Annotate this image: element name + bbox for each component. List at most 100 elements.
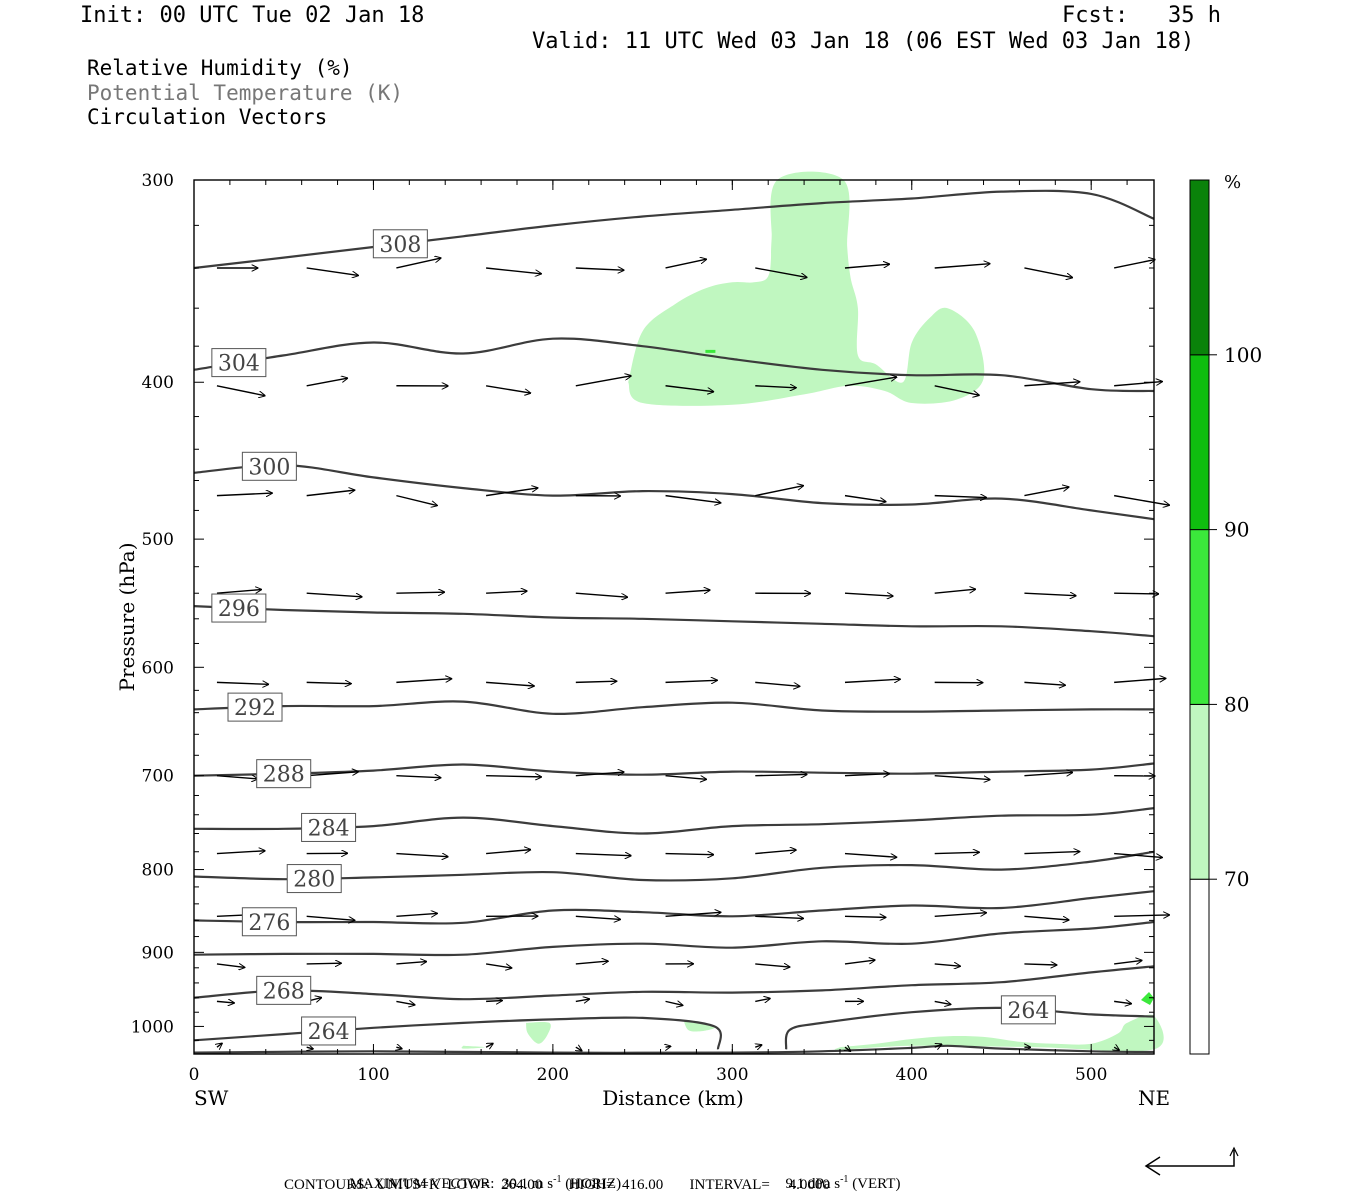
theta-contour-300 (193, 463, 1155, 521)
vector-arrow (217, 1043, 222, 1047)
theta-contour-260 (193, 1044, 1155, 1054)
forecast-hour: Fcst: 35 h (1062, 3, 1221, 28)
endpoint-right-label: NE (1138, 1086, 1170, 1110)
vector-arrow (306, 592, 362, 597)
colorbar-segment (1189, 179, 1210, 356)
vector-arrow (844, 593, 893, 596)
vector-arrow (216, 851, 265, 854)
vector-arrow (1114, 593, 1158, 594)
vector-arrow (755, 964, 790, 967)
vector-arrow (306, 772, 359, 777)
vector-arrow (665, 912, 721, 917)
max-horiz-unit: (HORIZ) (565, 1176, 622, 1192)
axes: 0 100 200 300 400 500 300 400 500 600 700 800 900 100… (115, 171, 1170, 1110)
max-vert-line: 9.1 dPa s-1 (VERT) (778, 1157, 901, 1193)
vector-arrow (486, 681, 534, 686)
vector-arrow (1024, 852, 1079, 854)
vector-arrow (486, 267, 541, 274)
vector-arrow (1024, 964, 1056, 965)
vector-arrow (575, 268, 624, 270)
rh-70-region-5 (834, 1014, 1164, 1052)
vector-arrow (396, 1001, 414, 1004)
contour-label-text: 276 (248, 911, 290, 936)
contour-label-box (211, 593, 267, 623)
vector-arrow (934, 1044, 942, 1047)
contour-label-box (1000, 995, 1056, 1025)
vector-arrow (396, 494, 437, 506)
vector-arrow (486, 591, 527, 593)
vector-arrow (934, 589, 976, 594)
vector-arrow (1024, 267, 1072, 278)
vector-arrow (755, 681, 799, 686)
vector-arrow (216, 776, 258, 779)
plot-frame (193, 179, 1155, 1055)
theta-contour-296 (193, 605, 1155, 638)
vector-arrow (575, 772, 624, 777)
vector-arrow (666, 1046, 671, 1047)
vector-arrow (396, 258, 440, 269)
vector-arrow (306, 963, 342, 964)
vert-exponent: -1 (840, 1174, 849, 1185)
max-vector-label: MAXIMUM VECTOR: (349, 1176, 495, 1192)
vector-arrow (1024, 593, 1076, 595)
vector-arrow (934, 1001, 951, 1004)
vector-arrow (307, 1047, 313, 1049)
vector-arrow (844, 377, 897, 387)
contour-label-text: 288 (263, 763, 305, 788)
contour-label-304: 304 (211, 348, 267, 378)
colorbar-segment (1189, 354, 1210, 531)
title-relative-humidity: Relative Humidity (%) (87, 56, 353, 80)
y-tick-label: 900 (142, 943, 174, 963)
vector-arrow (396, 962, 426, 964)
vector-arrow (755, 267, 807, 277)
contour-label-box (256, 759, 312, 789)
contour-label-box (286, 864, 342, 894)
endpoint-left-label: SW (194, 1086, 229, 1110)
vector-arrow (575, 376, 631, 387)
rh-80-speck (705, 349, 716, 353)
vector-arrow (844, 264, 889, 269)
vector-arrow (934, 264, 990, 269)
colorbar-unit: % (1224, 172, 1241, 193)
colorbar-segment (1189, 529, 1210, 705)
max-vector-line: MAXIMUM VECTOR: 30.1 m s-1 (HORIZ) (342, 1157, 622, 1193)
x-tick-label: 500 (1075, 1065, 1107, 1085)
vector-arrow (844, 852, 897, 858)
contour-label-text: 264 (1007, 999, 1049, 1024)
theta-contour-272 (193, 920, 1155, 957)
colorbar: 70 80 90 100% (1189, 172, 1262, 1055)
y-tick-label: 500 (142, 530, 174, 550)
vector-arrow (396, 776, 440, 778)
theta-contour-308 (193, 189, 1155, 270)
y-tick-label: 1000 (131, 1017, 174, 1037)
vector-arrow (485, 385, 530, 393)
rh-70-region-2 (526, 1022, 551, 1044)
theta-contour-268 (193, 965, 1155, 1001)
vector-arrow (755, 1045, 761, 1047)
vector-arrow (216, 682, 269, 684)
contour-label-text: 304 (218, 352, 260, 377)
y-axis-label: Pressure (hPa) (115, 543, 139, 692)
theta-contour-284 (193, 807, 1155, 835)
vector-arrow (1024, 915, 1068, 920)
vector-arrow (575, 916, 620, 919)
contour-label-264: 264 (301, 1016, 357, 1046)
contour-label-308: 308 (372, 229, 428, 259)
y-tick-label: 400 (142, 373, 174, 393)
vector-arrow (665, 385, 714, 392)
vector-arrow (1113, 260, 1155, 269)
theta-contour-280 (193, 850, 1155, 882)
vector-arrow (306, 915, 355, 920)
circulation-vectors (217, 258, 1169, 1051)
vector-arrow (665, 259, 707, 269)
contour-label-288: 288 (256, 759, 312, 789)
contour-label-text: 268 (263, 979, 305, 1004)
vector-arrow (755, 486, 803, 497)
vector-arrow (575, 854, 631, 856)
vector-arrow (576, 1047, 582, 1051)
x-tick-label: 200 (537, 1065, 569, 1085)
vector-arrow (216, 964, 245, 967)
vector-arrow (665, 774, 707, 780)
